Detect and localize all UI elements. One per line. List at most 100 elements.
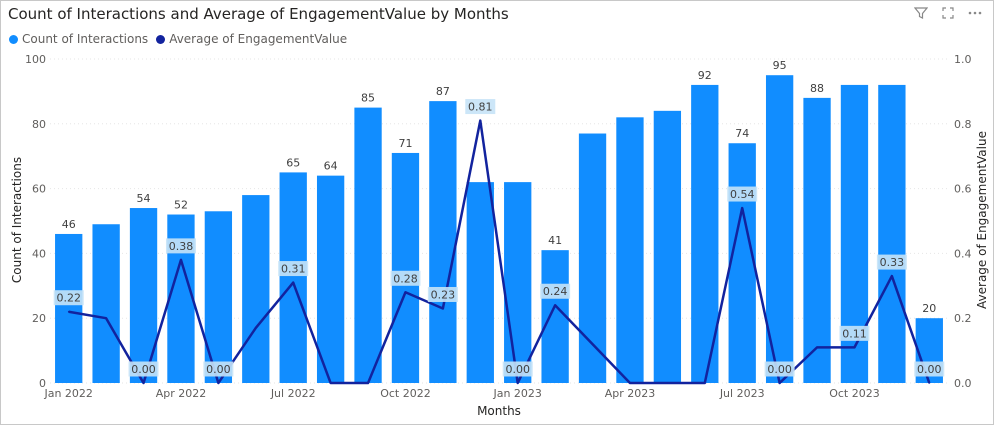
legend-marker-count: [9, 34, 18, 44]
bar: [616, 117, 644, 383]
line-point: [928, 382, 931, 384]
x-tick-label: Jul 2022: [270, 387, 316, 400]
bar-data-label: 54: [137, 192, 151, 205]
legend-label-average: Average of EngagementValue: [169, 32, 348, 46]
line-point: [778, 382, 781, 384]
line-point: [816, 346, 818, 349]
line-data-label-group: 0.81: [465, 99, 496, 115]
line-data-label: 0.33: [880, 256, 905, 269]
line-data-label-group: 0.24: [540, 283, 571, 299]
bar: [129, 208, 158, 383]
line-data-label-bg: [502, 361, 533, 377]
x-tick-label: Oct 2022: [380, 387, 431, 400]
line-point: [404, 291, 407, 294]
line-point: [67, 310, 70, 313]
line-data-label-group: 0.31: [278, 261, 309, 277]
bar: [504, 182, 532, 383]
line-data-label-bg: [764, 361, 795, 377]
line-data-label: 0.11: [842, 327, 867, 340]
bar-series: [55, 75, 943, 384]
line-data-label-group: 0.11: [839, 325, 870, 341]
y-axis-left: 0 20 40 60 80 100: [25, 53, 46, 390]
line-point: [516, 382, 519, 384]
line-point: [442, 307, 444, 310]
line-data-label-bg: [53, 290, 84, 306]
bar: [466, 182, 494, 383]
line-point: [591, 343, 594, 345]
x-axis: Jan 2022 Apr 2022 Jul 2022 Oct 2022 Jan 2023…: [43, 387, 879, 400]
y-tick-label: 80: [32, 118, 46, 131]
x-axis-title: Months: [477, 404, 521, 418]
y-axis-title: Count of Interactions: [10, 157, 24, 283]
bar: [354, 107, 382, 383]
legend-item-count[interactable]: Count of Interactions: [9, 32, 148, 46]
bar-data-label: 64: [324, 160, 338, 173]
y-tick-label: 60: [32, 183, 46, 196]
line-series: [67, 119, 931, 385]
bar-data-label: 95: [773, 59, 787, 72]
bar-data-label: 65: [286, 156, 300, 169]
bar-data-label: 85: [361, 92, 375, 105]
x-tick-label: Jan 2023: [492, 387, 541, 400]
filter-icon[interactable]: [913, 6, 929, 22]
y2-tick-label: 0.2: [954, 312, 972, 325]
bar-data-label: 20: [922, 302, 936, 315]
line-data-label-bg: [203, 361, 234, 377]
line-data-label: 0.00: [206, 363, 231, 376]
y-axis-right: 0.0 0.2 0.4 0.6 0.8 1.0: [954, 53, 972, 390]
y2-tick-label: 0.0: [954, 377, 972, 390]
bar-data-label: 92: [698, 69, 712, 82]
x-tick-label: Jul 2023: [719, 387, 765, 400]
bar: [728, 143, 756, 383]
line-data-label-group: 0.00: [128, 361, 159, 377]
line-point: [741, 207, 744, 209]
y2-tick-label: 0.6: [954, 183, 972, 196]
line-data-label-bg: [278, 261, 309, 277]
chart-legend: Count of Interactions Average of Engagem…: [9, 32, 355, 46]
bar: [242, 195, 270, 383]
bar: [541, 250, 569, 383]
bar: [92, 224, 120, 383]
bar: [765, 75, 794, 383]
line-data-label-group: 0.28: [390, 270, 421, 286]
y-tick-label: 0: [39, 377, 46, 390]
bar: [691, 84, 719, 384]
bar: [316, 175, 345, 383]
line-data-label: 0.38: [169, 240, 194, 253]
y2-tick-label: 1.0: [954, 53, 972, 66]
y2-axis-title: Average of EngagementValue: [975, 131, 989, 309]
line-data-label: 0.24: [543, 285, 568, 298]
focus-mode-icon[interactable]: [940, 6, 956, 22]
y2-tick-label: 0.4: [954, 247, 972, 260]
line-data-label: 0.00: [505, 363, 530, 376]
line-point: [367, 382, 369, 384]
more-options-icon[interactable]: [967, 6, 983, 22]
line-point: [180, 259, 182, 261]
bar-data-label: 88: [810, 82, 824, 95]
y-tick-label: 40: [32, 247, 46, 260]
x-tick-label: Apr 2022: [156, 387, 207, 400]
bar-data-label: 87: [436, 85, 450, 98]
bar-data-label: 74: [735, 127, 749, 140]
line-data-label-bg: [839, 325, 870, 341]
x-tick-label: Oct 2023: [829, 387, 880, 400]
bar-data-label: 46: [62, 218, 76, 231]
line-data-label: 0.22: [56, 292, 81, 305]
bar: [55, 233, 83, 383]
line-data-label-bg: [465, 99, 496, 115]
line-data-label-group: 0.00: [203, 361, 234, 377]
bar: [878, 84, 906, 384]
line-data-label-group: 0.00: [914, 361, 945, 377]
line-data-label: 0.00: [131, 363, 156, 376]
line-data-label: 0.00: [767, 363, 792, 376]
line-data-label-bg: [914, 361, 945, 377]
legend-item-average[interactable]: Average of EngagementValue: [156, 32, 347, 46]
line-point: [479, 119, 482, 122]
line-data-label-bg: [427, 286, 458, 302]
line-path: [68, 119, 931, 385]
bar-data-label: 71: [398, 137, 412, 150]
line-data-label-group: 0.22: [53, 290, 84, 306]
line-data-label-group: 0.33: [876, 254, 907, 270]
line-point: [329, 382, 332, 384]
